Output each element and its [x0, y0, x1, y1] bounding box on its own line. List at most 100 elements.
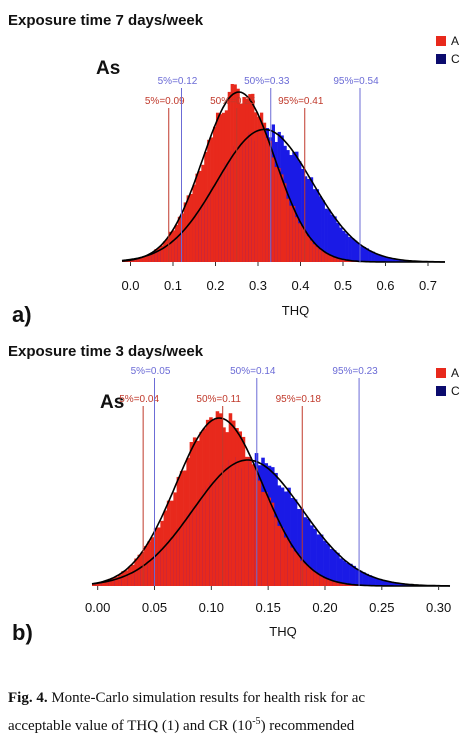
histogram-bar-a — [329, 580, 334, 586]
histogram-bar-a — [148, 253, 152, 262]
histogram-bar-a — [179, 471, 184, 586]
histogram-bar-a — [277, 525, 282, 586]
histogram-bar-c — [339, 227, 343, 262]
histogram-bar-a — [251, 464, 256, 586]
histogram-bar-a — [233, 84, 237, 263]
histogram-bar-c — [383, 256, 387, 262]
chart-title: Exposure time 3 days/week — [8, 343, 204, 360]
histogram-bar-a — [230, 83, 234, 262]
histogram-bar-a — [267, 497, 272, 586]
histogram-bar-a — [284, 537, 288, 586]
histogram-bar-a — [248, 94, 252, 263]
histogram-bar-a — [283, 183, 287, 262]
histogram-bar-c — [374, 253, 378, 262]
legend-swatch-a — [436, 36, 446, 46]
histogram-bar-c — [384, 580, 389, 586]
histogram-chart-b: Exposure time 3 days/week As5%=0.04 50%=0.… — [8, 343, 460, 645]
histogram-bar-a — [157, 527, 161, 586]
caption-text-2: acceptable value of THQ (1) and CR (10 — [8, 718, 253, 734]
histogram-bar-a — [293, 551, 298, 586]
histogram-bar-c — [304, 176, 308, 262]
histogram-bar-a — [261, 491, 265, 586]
histogram-bar-a — [257, 480, 262, 586]
x-tick-label: 0.05 — [142, 600, 167, 615]
histogram-bar-c — [349, 563, 353, 586]
histogram-bar-a — [198, 170, 202, 262]
histogram-bar-a — [260, 112, 264, 263]
x-tick-label: 0.6 — [376, 278, 394, 293]
histogram-bar-a — [221, 112, 226, 262]
histogram-bar-c — [377, 254, 381, 262]
histogram-bar-a — [140, 551, 145, 586]
histogram-bar-c — [371, 577, 376, 586]
x-tick-label: 0.1 — [164, 278, 182, 293]
histogram-bar-a — [326, 578, 330, 586]
histogram-bar-a — [324, 252, 328, 262]
histogram-bar-a — [160, 245, 164, 262]
panel-label: a) — [12, 302, 32, 327]
x-tick-label: 0.30 — [426, 600, 451, 615]
histogram-bar-c — [297, 509, 301, 586]
histogram-bar-a — [114, 576, 119, 586]
histogram-bar-a — [92, 583, 96, 586]
caption-text-1: Monte-Carlo simulation results for healt… — [51, 690, 366, 706]
histogram-bar-c — [306, 518, 311, 586]
histogram-bar-c — [351, 238, 355, 262]
histogram-bar-a — [192, 437, 197, 586]
histogram-bar-c — [356, 243, 361, 262]
percentile-label: 50%=0.33 — [244, 76, 290, 87]
histogram-bar-a — [245, 98, 249, 262]
histogram-bar-c — [326, 543, 330, 586]
histogram-bar-a — [280, 174, 284, 262]
histogram-bar-c — [378, 578, 382, 586]
percentile-label: 95%=0.54 — [333, 76, 379, 87]
histogram-bar-c — [353, 240, 358, 262]
histogram-bar-c — [392, 258, 396, 262]
histogram-bar-a — [131, 564, 135, 586]
histogram-bar-c — [330, 214, 334, 262]
histogram-bar-a — [186, 457, 190, 586]
histogram-bar-c — [389, 257, 393, 262]
histogram-bar-c — [391, 582, 395, 586]
x-tick-label: 0.3 — [249, 278, 267, 293]
histogram-bar-a — [215, 112, 220, 263]
histogram-bar-a — [218, 413, 223, 586]
histogram-bar-a — [274, 517, 278, 586]
histogram-bar-a — [186, 195, 190, 262]
histogram-bar-a — [265, 137, 270, 262]
histogram-bar-c — [287, 487, 291, 586]
histogram-bar-c — [395, 259, 399, 262]
histogram-bar-a — [318, 249, 322, 262]
histogram-bar-a — [157, 247, 161, 262]
histogram-bar-a — [166, 238, 170, 262]
histogram-bar-c — [323, 540, 327, 586]
histogram-bar-a — [121, 571, 125, 586]
histogram-bar-c — [329, 548, 334, 586]
histogram-bar-a — [295, 217, 299, 262]
histogram-bar-c — [336, 552, 340, 586]
histogram-bar-c — [316, 534, 321, 586]
histogram-bar-c — [339, 558, 343, 586]
legend-swatch-c — [436, 386, 446, 396]
legend-swatch-c — [436, 54, 446, 64]
histogram-bar-a — [339, 582, 343, 586]
histogram-bar-a — [339, 258, 343, 262]
histogram-bar-a — [342, 583, 347, 586]
histogram-bar-a — [201, 164, 205, 262]
histogram-bar-a — [133, 259, 137, 262]
fit-curve-c — [121, 128, 445, 263]
legend-label-a: A — [451, 34, 459, 48]
histogram-bar-a — [345, 583, 350, 586]
histogram-bar-a — [349, 584, 353, 586]
histogram-bar-a — [280, 527, 285, 586]
histogram-bar-a — [189, 193, 193, 262]
caption-superscript: -5 — [252, 716, 261, 727]
histogram-bar-c — [312, 189, 317, 262]
histogram-bar-a — [212, 419, 216, 586]
histogram-bar-a — [336, 582, 340, 586]
histogram-bar-a — [147, 541, 151, 586]
histogram-bar-a — [222, 427, 226, 586]
x-tick-label: 0.25 — [369, 600, 394, 615]
histogram-bar-c — [318, 196, 322, 262]
histogram-bar-a — [238, 431, 243, 586]
